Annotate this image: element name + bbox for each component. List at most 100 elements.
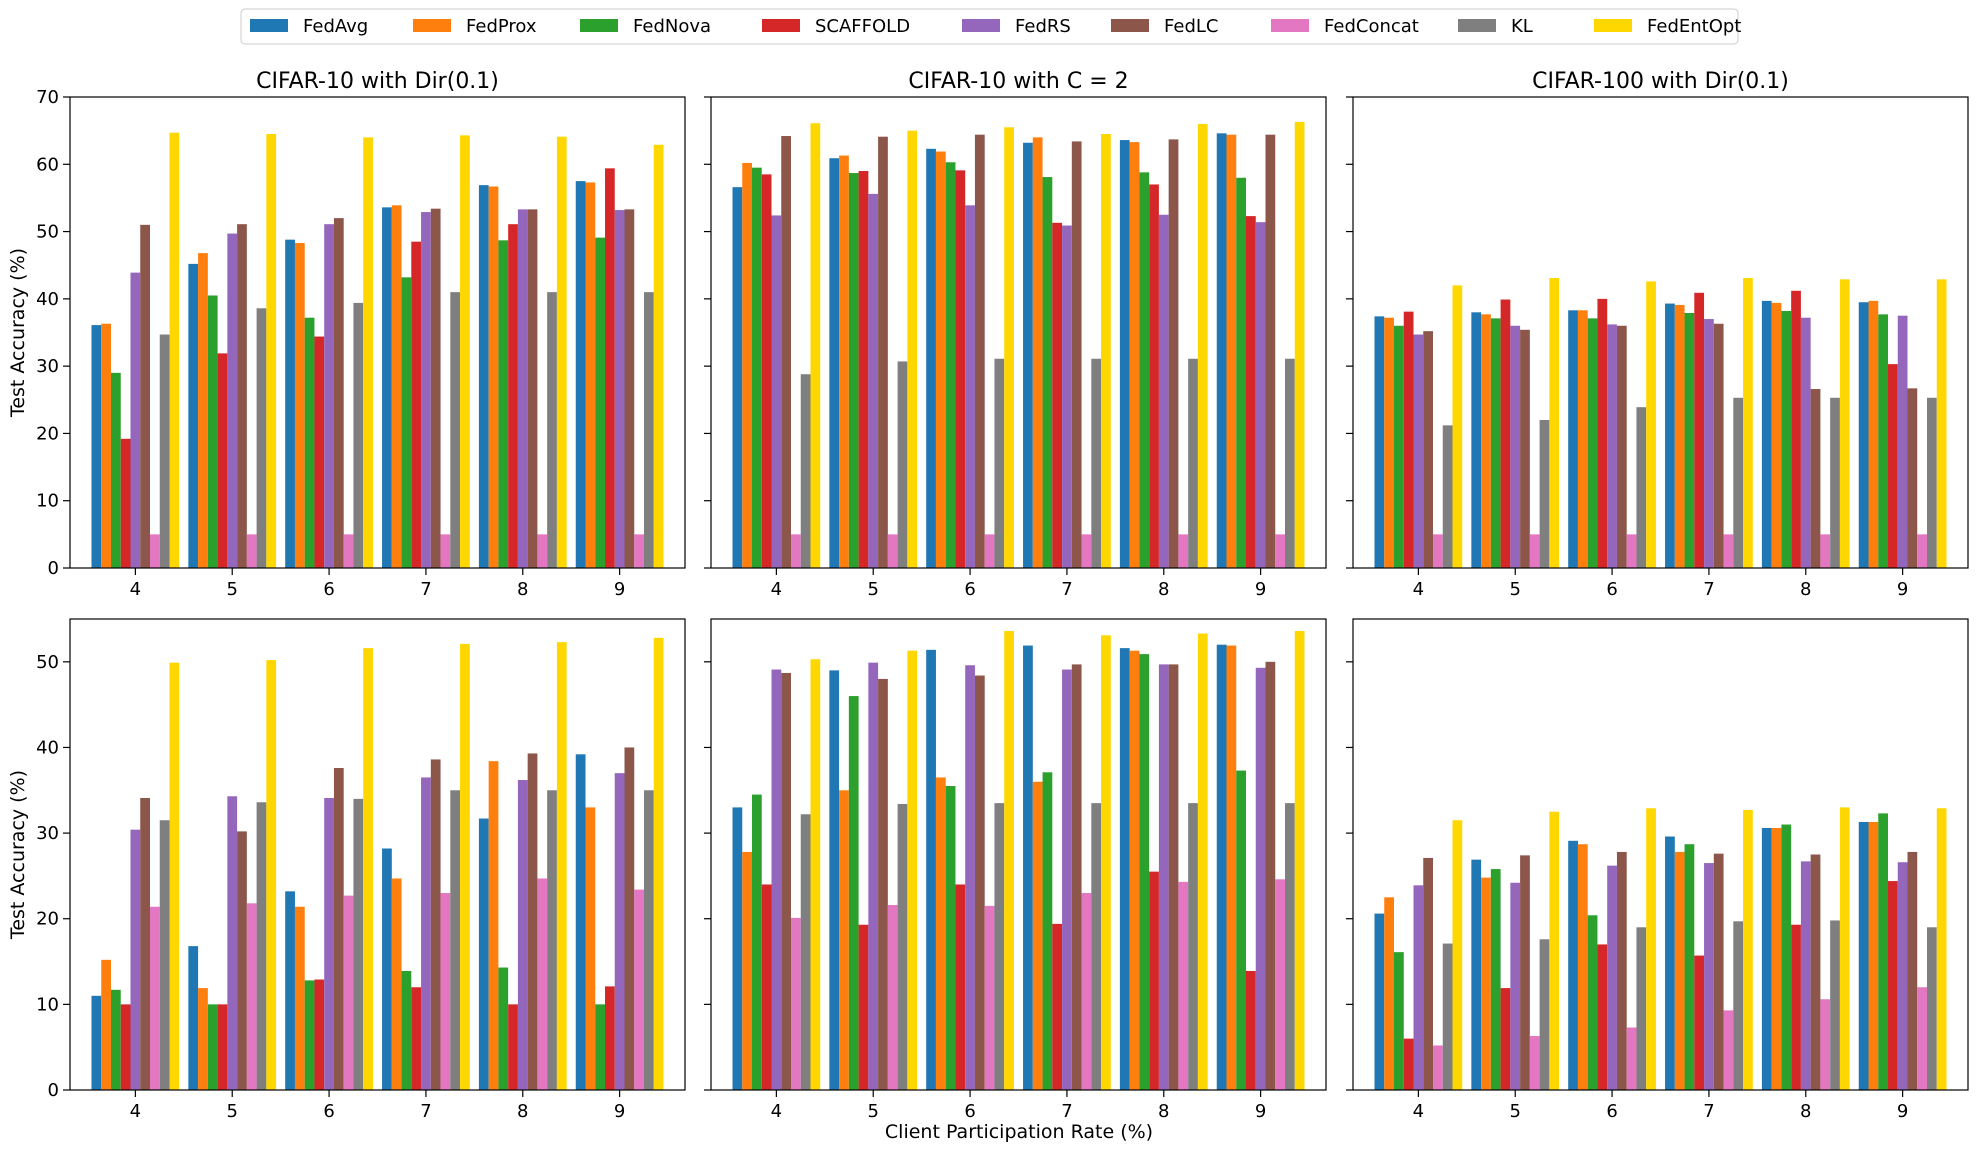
- bar-scaffold-8: [1149, 871, 1159, 1090]
- x-tick-label: 4: [771, 579, 782, 600]
- bar-fedrs-9: [1255, 222, 1266, 568]
- bar-fedprox-9: [1226, 134, 1237, 568]
- bar-fedprox-7: [1674, 851, 1685, 1090]
- bar-scaffold-7: [1694, 955, 1705, 1090]
- bar-fedconcat-5: [246, 534, 257, 568]
- bar-kl-9: [1285, 358, 1295, 568]
- bar-fedentopt-5: [1549, 811, 1560, 1090]
- bar-fedrs-4: [1413, 885, 1424, 1090]
- bar-fedrs-8: [517, 780, 528, 1090]
- bar-scaffold-6: [955, 170, 966, 568]
- bar-fedavg-9: [1216, 644, 1227, 1090]
- bar-fednova-5: [1490, 318, 1501, 568]
- bar-fedprox-7: [391, 205, 402, 568]
- x-tick-label: 6: [964, 1101, 975, 1122]
- bar-kl-8: [547, 292, 557, 568]
- bar-fedprox-9: [1868, 821, 1879, 1090]
- bar-fedrs-4: [771, 215, 782, 569]
- bar-fedconcat-5: [1529, 1036, 1540, 1090]
- bar-fedconcat-8: [1178, 881, 1189, 1090]
- bar-fedentopt-7: [460, 135, 470, 568]
- bar-fedrs-7: [1062, 225, 1072, 568]
- x-tick-label: 4: [1413, 579, 1424, 600]
- bar-fedlc-8: [1810, 854, 1821, 1090]
- bar-kl-6: [1636, 407, 1647, 568]
- bar-fedconcat-6: [343, 895, 354, 1090]
- bar-fedentopt-9: [1936, 279, 1947, 568]
- x-tick-label: 8: [1158, 579, 1169, 600]
- y-tick-label: 50: [36, 222, 59, 243]
- bar-fedlc-8: [1810, 389, 1821, 568]
- bar-fednova-6: [304, 980, 315, 1090]
- bar-kl-8: [1188, 803, 1198, 1090]
- bar-fedavg-7: [382, 848, 392, 1090]
- y-tick-label: 20: [36, 423, 59, 444]
- bar-kl-6: [994, 803, 1005, 1090]
- legend-label-fedconcat: FedConcat: [1324, 16, 1419, 37]
- bar-kl-5: [897, 803, 908, 1090]
- panel-frame: [69, 618, 686, 1091]
- bar-fedrs-7: [1062, 669, 1072, 1090]
- bar-fedprox-5: [198, 253, 208, 568]
- bar-fedconcat-5: [887, 534, 898, 568]
- bar-fedprox-4: [1384, 317, 1394, 568]
- y-tick-label: 70: [36, 87, 59, 108]
- bar-fedconcat-9: [1917, 987, 1927, 1090]
- bar-fedlc-4: [1423, 857, 1433, 1090]
- panel-5: 4 5 6 7 8 9: [704, 618, 1327, 1122]
- bar-fedentopt-6: [1004, 127, 1014, 568]
- bar-fedavg-7: [1023, 142, 1033, 568]
- bar-fednova-7: [401, 970, 412, 1090]
- bar-fedlc-6: [1616, 851, 1627, 1090]
- bar-fedrs-8: [517, 209, 528, 568]
- y-tick-label: 0: [48, 558, 59, 579]
- bar-scaffold-5: [858, 924, 869, 1090]
- legend-label-fedavg: FedAvg: [303, 16, 368, 37]
- bar-fedprox-5: [198, 988, 208, 1090]
- bar-fedrs-6: [1607, 324, 1617, 568]
- x-tick-label: 7: [1061, 1101, 1072, 1122]
- bar-fedavg-8: [1119, 648, 1130, 1090]
- bar-fedentopt-8: [1839, 279, 1850, 568]
- bar-scaffold-5: [858, 171, 869, 568]
- bar-fedavg-5: [188, 946, 199, 1090]
- bar-fedavg-5: [829, 670, 840, 1090]
- y-tick-label: 20: [36, 909, 59, 930]
- bar-scaffold-4: [120, 1004, 131, 1090]
- x-tick-label: 7: [1703, 579, 1714, 600]
- legend-label-scaffold: SCAFFOLD: [815, 16, 910, 37]
- bar-fednova-8: [1139, 172, 1150, 569]
- bar-fedprox-6: [294, 906, 305, 1090]
- bar-fednova-9: [1878, 314, 1888, 568]
- bar-kl-8: [1830, 397, 1840, 568]
- x-tick-label: 5: [226, 579, 237, 600]
- bar-kl-4: [159, 820, 170, 1090]
- x-tick-label: 9: [1255, 579, 1266, 600]
- bar-fedprox-7: [1032, 781, 1043, 1090]
- legend-label-fedentopt: FedEntOpt: [1647, 16, 1741, 37]
- bar-fedconcat-9: [1275, 534, 1285, 568]
- bar-fedprox-8: [1771, 827, 1782, 1090]
- bar-scaffold-7: [411, 241, 422, 568]
- bar-scaffold-7: [411, 987, 422, 1090]
- bar-fedlc-8: [527, 753, 538, 1090]
- bar-fedlc-6: [974, 134, 985, 568]
- x-tick-label: 5: [226, 1101, 237, 1122]
- panel-frame: [1352, 96, 1969, 569]
- bar-kl-7: [1733, 921, 1744, 1090]
- bar-fedlc-4: [140, 797, 150, 1090]
- bar-fedentopt-8: [556, 136, 567, 568]
- x-tick-label: 9: [1897, 579, 1908, 600]
- bar-fedavg-5: [188, 263, 199, 568]
- panel-frame: [710, 96, 1327, 569]
- bar-scaffold-4: [761, 884, 772, 1090]
- x-tick-label: 5: [867, 579, 878, 600]
- bar-scaffold-5: [217, 1004, 228, 1090]
- x-tick-label: 6: [323, 1101, 334, 1122]
- bar-fedavg-7: [382, 207, 392, 568]
- bar-fednova-4: [1394, 952, 1404, 1090]
- bar-fedrs-6: [324, 224, 334, 569]
- bar-scaffold-8: [508, 224, 518, 569]
- bar-kl-4: [1442, 943, 1453, 1090]
